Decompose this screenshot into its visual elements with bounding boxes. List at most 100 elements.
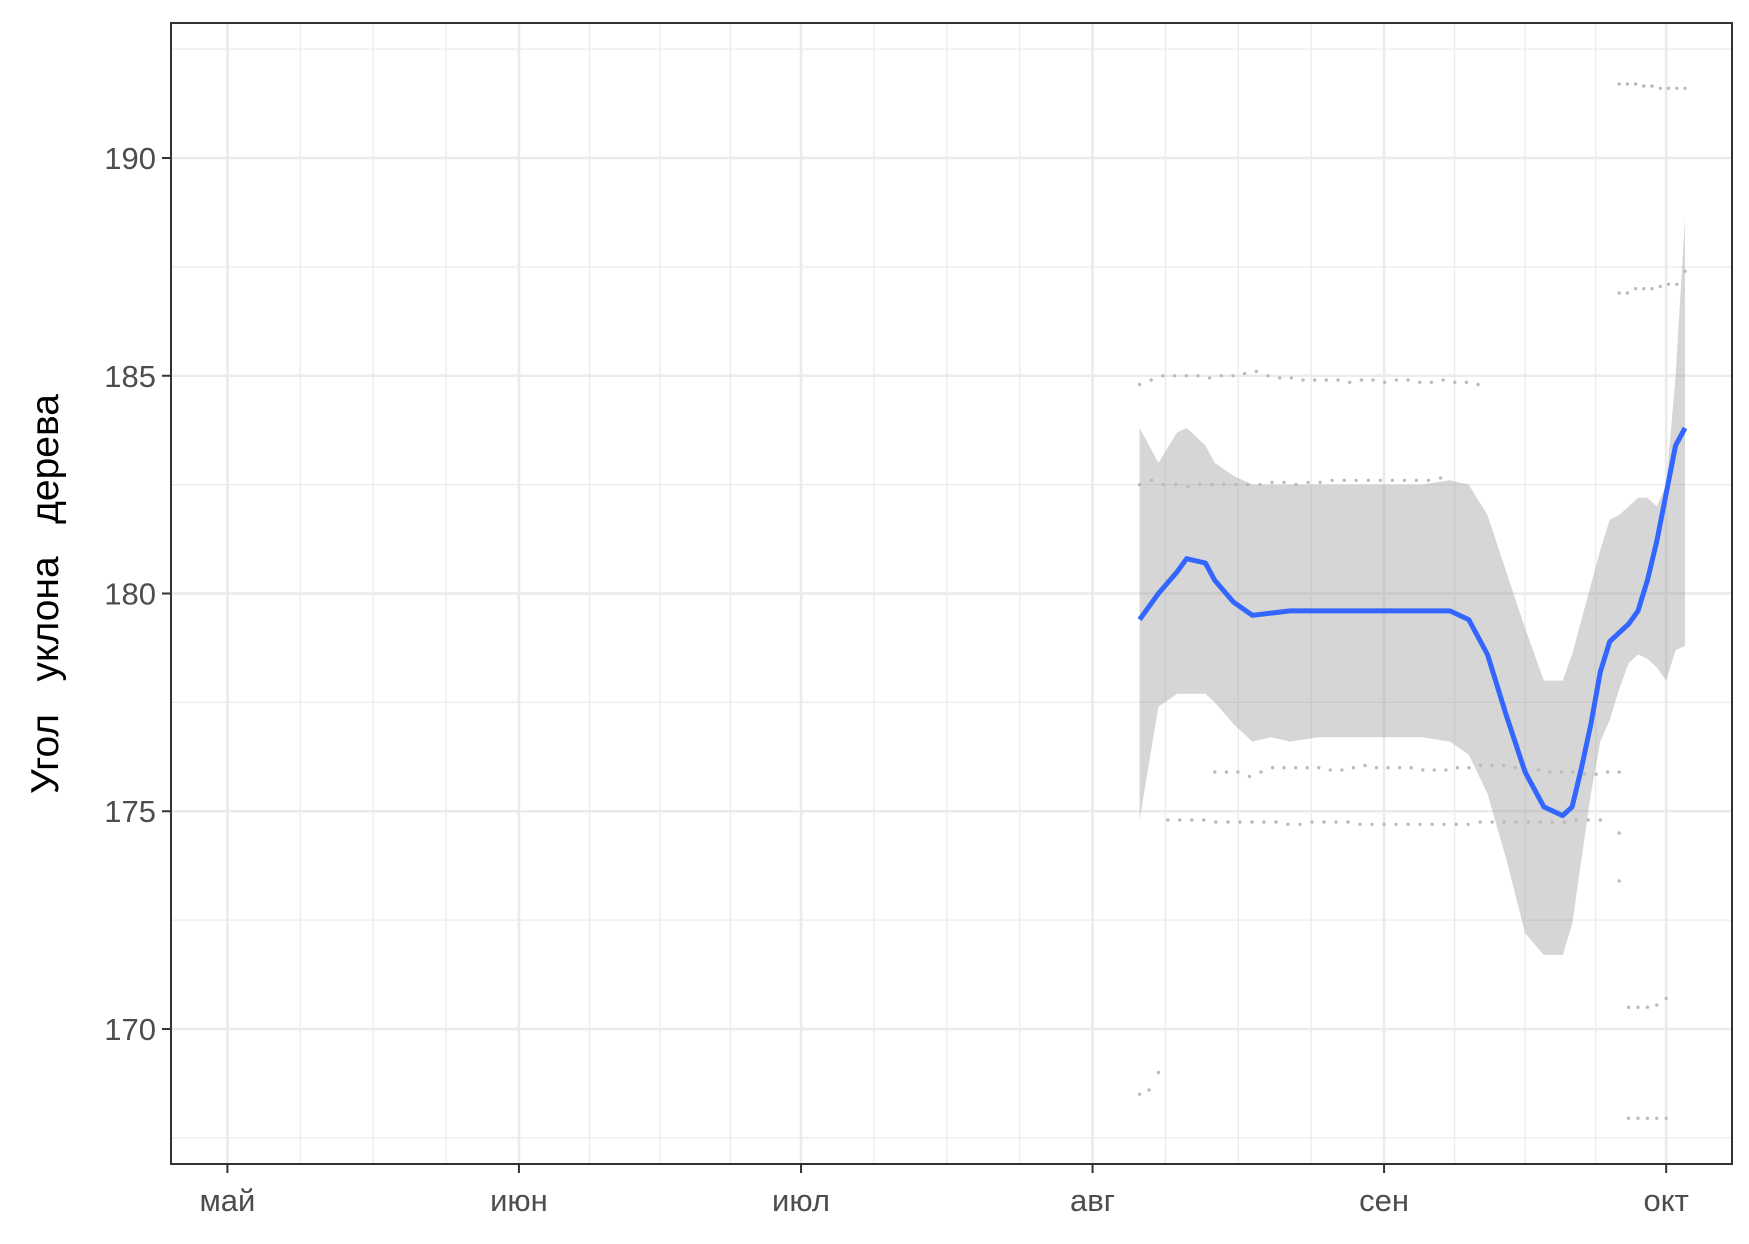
data-point [1571, 770, 1575, 774]
points-layer [1137, 82, 1687, 1121]
data-point [1478, 763, 1483, 768]
data-point [1418, 822, 1422, 826]
x-tick-label: сен [1359, 1183, 1409, 1218]
data-point [1161, 374, 1165, 378]
data-point [1274, 820, 1278, 824]
data-point [1402, 478, 1407, 482]
data-point [1306, 480, 1310, 485]
data-point [1636, 1005, 1640, 1009]
data-point [1559, 770, 1564, 774]
x-tick-label: июл [772, 1183, 830, 1218]
data-point [1617, 831, 1621, 835]
data-point [1346, 820, 1350, 824]
data-point [1294, 766, 1298, 770]
data-point [1642, 287, 1646, 291]
y-tick-label: 180 [104, 577, 156, 612]
data-point [1441, 378, 1445, 382]
data-point [1626, 1005, 1631, 1009]
data-point [1259, 770, 1263, 774]
data-point [1409, 766, 1413, 770]
y-tick-label: 175 [104, 794, 156, 829]
smooth-line [1137, 426, 1688, 819]
data-point [1550, 820, 1555, 824]
data-point [1636, 1116, 1640, 1121]
data-point [1406, 378, 1410, 382]
data-point [1149, 478, 1154, 482]
data-point [1301, 378, 1305, 382]
data-point [1137, 382, 1142, 387]
data-point [1421, 768, 1425, 772]
data-point [1454, 822, 1458, 826]
data-point [1605, 770, 1610, 774]
data-point [1397, 766, 1402, 770]
data-point [1184, 374, 1189, 378]
data-point [1366, 478, 1371, 482]
data-point [1270, 480, 1274, 485]
data-point [1340, 768, 1344, 772]
data-point [1207, 376, 1212, 380]
data-point [1247, 774, 1252, 779]
grid-major [171, 23, 1732, 1164]
data-point [1254, 369, 1259, 374]
data-point [1664, 996, 1668, 1001]
data-point [1174, 482, 1178, 487]
data-point [1198, 482, 1202, 487]
data-point [1432, 768, 1437, 772]
data-point [1186, 485, 1190, 489]
data-point [1598, 818, 1603, 822]
data-point [1313, 378, 1317, 382]
data-point [1617, 879, 1621, 883]
data-point [1270, 766, 1275, 770]
y-axis-label: Угол уклона дерева [24, 394, 67, 794]
data-point [1394, 378, 1399, 382]
data-point [1190, 818, 1194, 822]
data-point [1342, 478, 1346, 482]
data-point [1354, 478, 1358, 482]
data-point [1371, 378, 1375, 382]
data-point [1348, 380, 1352, 384]
data-point [1278, 376, 1282, 380]
data-point [1266, 374, 1270, 378]
data-point [1617, 770, 1621, 774]
data-point [1658, 86, 1663, 91]
data-point [1513, 766, 1517, 770]
data-point [1236, 770, 1240, 774]
data-point [1324, 378, 1329, 382]
data-point [1378, 478, 1383, 482]
data-point [1317, 766, 1321, 770]
data-point [1250, 820, 1254, 824]
data-point [1219, 374, 1224, 378]
data-point [1137, 482, 1142, 487]
data-point [1210, 482, 1214, 487]
y-axis: 170 175 180 185 190 [104, 141, 171, 1047]
data-point [1328, 768, 1333, 772]
data-point [1633, 287, 1638, 291]
data-point [1242, 371, 1247, 376]
data-point [1426, 478, 1431, 482]
data-point [1222, 482, 1226, 487]
data-point [1161, 482, 1166, 487]
data-point [1370, 822, 1374, 826]
data-point [1645, 1005, 1650, 1009]
data-point [1178, 818, 1182, 822]
data-point [1490, 820, 1494, 824]
data-point [1234, 482, 1238, 487]
data-point [1582, 772, 1587, 776]
data-point [1258, 482, 1262, 487]
data-point [1149, 378, 1153, 382]
data-point [1683, 269, 1687, 273]
data-point [1574, 818, 1579, 822]
data-point [1310, 820, 1314, 824]
data-point [1430, 822, 1434, 826]
data-point [1562, 820, 1567, 824]
data-point [1675, 282, 1679, 286]
data-point [1147, 1088, 1151, 1092]
data-point [1675, 86, 1679, 91]
data-point [1453, 380, 1457, 384]
data-point [1502, 820, 1506, 824]
data-point [1655, 1003, 1659, 1007]
x-tick-label: окт [1643, 1183, 1688, 1218]
data-point [1282, 480, 1286, 485]
